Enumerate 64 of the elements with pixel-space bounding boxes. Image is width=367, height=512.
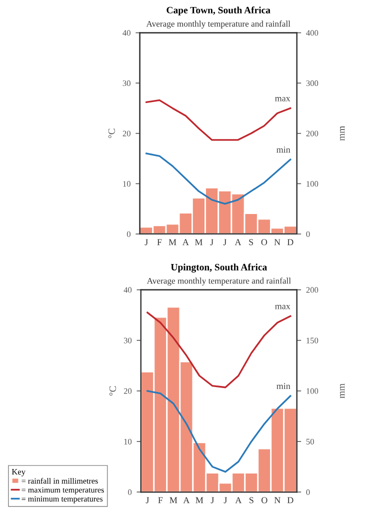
x-tick-label: A [235, 497, 242, 504]
line-series [146, 152, 292, 205]
legend-title: Key [12, 469, 26, 476]
x-tick-label: D [287, 497, 294, 504]
x-tick-label: N [274, 497, 280, 504]
y-tick-label: 40 [122, 30, 130, 36]
y2-tick-label: 200 [306, 130, 318, 136]
y-axis-title: °C [108, 128, 115, 138]
y2-tick-label: 200 [306, 287, 318, 293]
x-tick-label: J [223, 239, 226, 246]
x-tick-label: D [287, 239, 294, 246]
x-tick-label: M [194, 239, 202, 246]
y2-axis-title: mm [340, 126, 345, 141]
x-tick-label: O [261, 239, 268, 246]
y2-tick-label: 0 [306, 489, 310, 496]
y-tick-label: 20 [124, 388, 132, 394]
x-tick-label: S [250, 497, 254, 504]
x-tick-label: J [210, 239, 214, 246]
x-tick-label: A [183, 497, 190, 504]
x-tick-label: A [234, 239, 242, 246]
y-axis-title: °C [109, 386, 116, 396]
annotation: max [275, 304, 290, 310]
legend-label: = maximum temperatures [22, 487, 104, 494]
y-tick-label: 0 [128, 489, 132, 496]
x-tick-label: J [210, 497, 214, 504]
y2-tick-label: 150 [306, 338, 318, 344]
x-tick-label: N [274, 239, 280, 246]
line-series [146, 390, 292, 473]
x-tick-label: F [158, 497, 163, 504]
y2-tick-label: 100 [306, 181, 318, 187]
y-tick-label: 10 [123, 181, 130, 187]
x-tick-label: M [170, 497, 178, 504]
legend-label: = minimum temperatures [22, 496, 103, 504]
x-tick-label: J [146, 497, 149, 504]
chart-title: Cape Town, South Africa [166, 6, 270, 16]
y2-tick-label: 300 [306, 80, 318, 86]
annotation: max [275, 97, 290, 102]
annotation: min [276, 146, 290, 153]
y-tick-label: 40 [124, 287, 132, 293]
x-tick-label: J [224, 497, 227, 504]
y-tick-label: 0 [126, 231, 130, 237]
y-tick-label: 30 [122, 80, 130, 86]
x-tick-label: F [157, 239, 162, 246]
chart-subtitle: Average monthly temperature and rainfall [146, 20, 290, 28]
x-tick-label: M [168, 239, 176, 246]
line-series [146, 312, 292, 388]
legend-label: = rainfall in millimetres [22, 478, 98, 484]
y2-tick-label: 0 [306, 231, 310, 237]
y-tick-label: 30 [124, 338, 132, 344]
chart-subtitle: Average monthly temperature and rainfall [146, 278, 291, 286]
chart-title: Upington, South Africa [170, 263, 267, 272]
y2-tick-label: 100 [306, 388, 318, 394]
line-series [146, 99, 292, 141]
x-tick-label: S [249, 239, 254, 246]
y2-tick-label: 400 [306, 30, 318, 36]
y-tick-label: 20 [122, 130, 130, 136]
x-tick-label: M [196, 497, 204, 504]
x-tick-label: O [262, 497, 268, 504]
x-tick-label: A [182, 239, 189, 246]
y-tick-label: 10 [124, 438, 132, 444]
y2-axis-title: mm [340, 384, 345, 398]
annotation: min [276, 383, 290, 390]
x-tick-label: J [144, 239, 148, 246]
y2-tick-label: 50 [306, 438, 314, 444]
